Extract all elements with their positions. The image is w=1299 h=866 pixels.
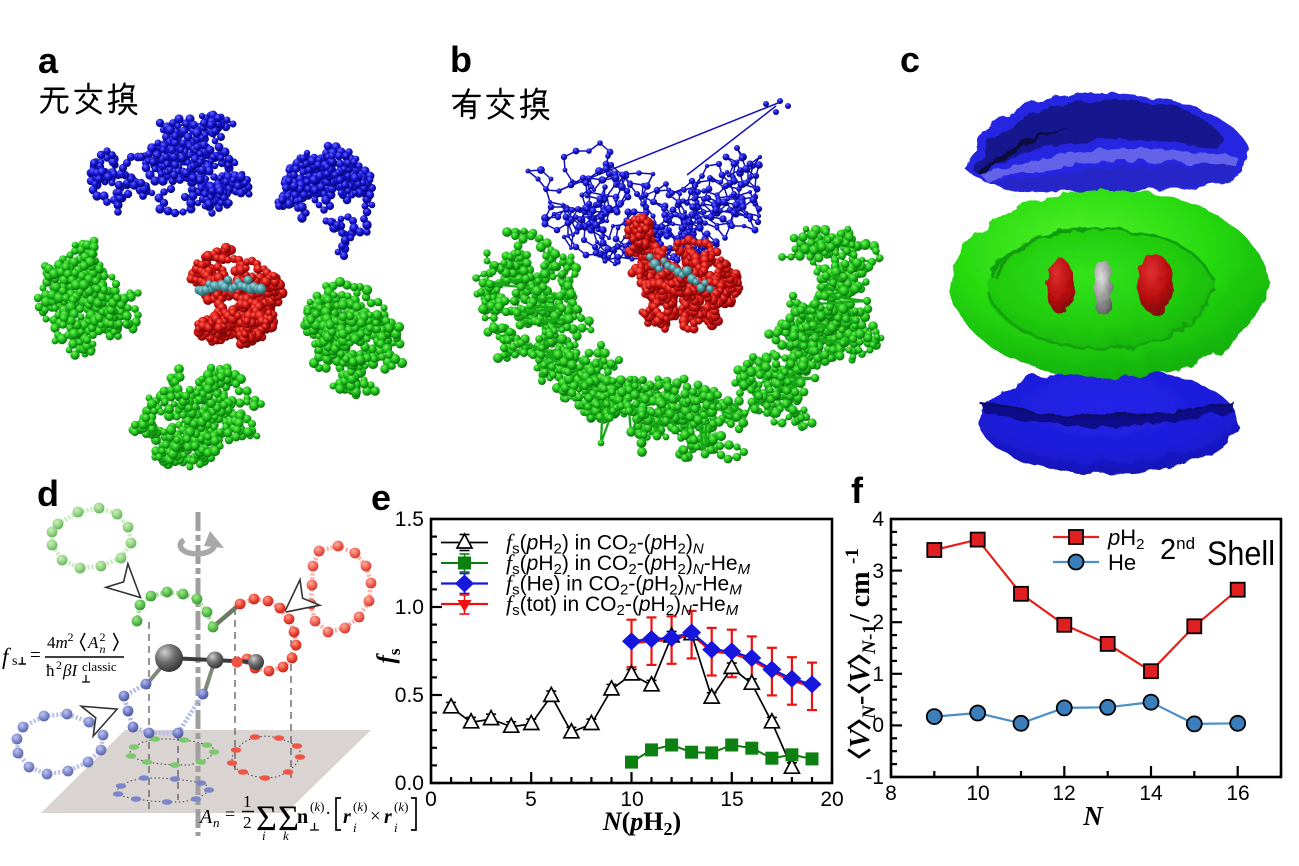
svg-text:A: A — [198, 806, 213, 828]
svg-text:A: A — [87, 633, 99, 652]
svg-text:i: i — [262, 828, 266, 843]
svg-text:n: n — [297, 806, 308, 828]
svg-text:×: × — [370, 806, 381, 827]
svg-text:1: 1 — [243, 792, 252, 811]
svg-text:(k): (k) — [394, 799, 408, 814]
svg-text:(k): (k) — [353, 799, 367, 814]
svg-text:=: = — [225, 804, 235, 824]
svg-text:·: · — [325, 803, 331, 824]
svg-text:i: i — [353, 820, 357, 835]
svg-text:=: = — [30, 645, 41, 666]
svg-text:b: b — [450, 39, 472, 80]
svg-text:r: r — [343, 806, 351, 828]
svg-text:r: r — [384, 806, 392, 828]
svg-text:d: d — [37, 473, 59, 514]
svg-text:s: s — [12, 654, 17, 669]
svg-text:4m: 4m — [47, 633, 68, 652]
svg-text:k: k — [283, 828, 289, 843]
svg-text:2: 2 — [243, 813, 252, 832]
svg-text:Σ: Σ — [256, 798, 277, 838]
svg-text:n: n — [100, 642, 106, 656]
svg-text:c: c — [900, 39, 920, 80]
svg-text:e: e — [371, 477, 391, 518]
svg-text:ħ: ħ — [46, 661, 55, 680]
svg-text:f: f — [2, 644, 12, 669]
svg-text:(k): (k) — [310, 799, 324, 814]
svg-text:βI: βI — [62, 661, 78, 680]
svg-text:2: 2 — [68, 630, 74, 644]
svg-text:2: 2 — [56, 658, 62, 672]
svg-text:a: a — [38, 40, 59, 81]
svg-text:f: f — [851, 470, 864, 511]
svg-text:n: n — [213, 815, 220, 830]
svg-text:i: i — [394, 820, 398, 835]
svg-text:classic: classic — [82, 659, 117, 674]
